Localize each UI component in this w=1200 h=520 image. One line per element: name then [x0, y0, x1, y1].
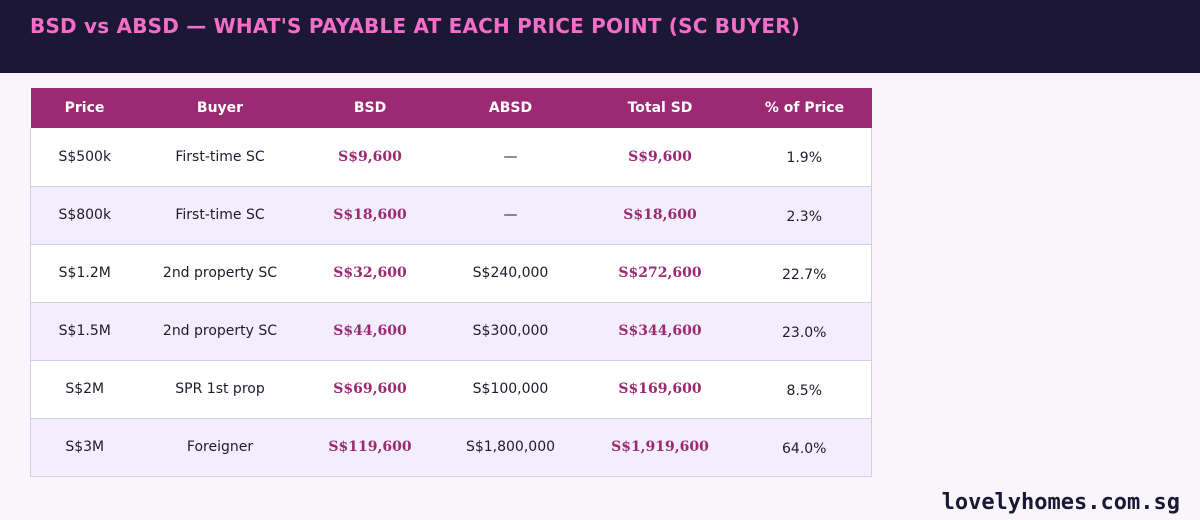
cell-percent-of-price: 64.0%	[737, 418, 872, 477]
cell-buyer: First-time SC	[138, 128, 302, 187]
cell-buyer: Foreigner	[138, 418, 302, 477]
cell-absd: S$1,800,000	[438, 418, 583, 477]
cell-total-sd: S$1,919,600	[582, 418, 738, 477]
cell-absd: S$300,000	[438, 302, 583, 361]
table-row: S$2M SPR 1st prop S$69,600 S$100,000 S$1…	[30, 360, 872, 419]
cell-buyer: SPR 1st prop	[138, 360, 302, 419]
cell-percent-of-price: 8.5%	[737, 360, 872, 419]
cell-price: S$2M	[30, 360, 139, 419]
cell-bsd: S$44,600	[301, 302, 439, 361]
cell-total-sd: S$9,600	[582, 128, 738, 187]
cell-price: S$1.5M	[30, 302, 139, 361]
cell-absd: S$240,000	[438, 244, 583, 303]
stamp-duty-table: Price Buyer BSD ABSD Total SD % of Price…	[30, 88, 872, 477]
table-row: S$500k First-time SC S$9,600 — S$9,600 1…	[30, 128, 872, 187]
page-title: BSD vs ABSD — WHAT'S PAYABLE AT EACH PRI…	[30, 14, 801, 38]
table-row: S$800k First-time SC S$18,600 — S$18,600…	[30, 186, 872, 245]
cell-price: S$1.2M	[30, 244, 139, 303]
cell-percent-of-price: 2.3%	[737, 186, 872, 245]
column-header-price: Price	[64, 100, 105, 116]
table-header-row: Price Buyer BSD ABSD Total SD % of Price	[30, 88, 872, 128]
cell-price: S$3M	[30, 418, 139, 477]
cell-percent-of-price: 1.9%	[737, 128, 872, 187]
cell-buyer: 2nd property SC	[138, 302, 302, 361]
column-header-percent-of-price: % of Price	[764, 100, 845, 116]
cell-percent-of-price: 22.7%	[737, 244, 872, 303]
cell-bsd: S$32,600	[301, 244, 439, 303]
cell-bsd: S$119,600	[301, 418, 439, 477]
cell-bsd: S$9,600	[301, 128, 439, 187]
cell-percent-of-price: 23.0%	[737, 302, 872, 361]
cell-total-sd: S$169,600	[582, 360, 738, 419]
cell-absd: —	[438, 186, 583, 245]
table-row: S$1.2M 2nd property SC S$32,600 S$240,00…	[30, 244, 872, 303]
cell-total-sd: S$272,600	[582, 244, 738, 303]
cell-price: S$500k	[30, 128, 139, 187]
cell-bsd: S$69,600	[301, 360, 439, 419]
cell-total-sd: S$18,600	[582, 186, 738, 245]
table-row: S$1.5M 2nd property SC S$44,600 S$300,00…	[30, 302, 872, 361]
column-header-absd: ABSD	[488, 100, 533, 116]
column-header-bsd: BSD	[353, 100, 387, 116]
cell-absd: —	[438, 128, 583, 187]
table-row: S$3M Foreigner S$119,600 S$1,800,000 S$1…	[30, 418, 872, 477]
cell-bsd: S$18,600	[301, 186, 439, 245]
column-header-buyer: Buyer	[196, 100, 244, 116]
stamp-duty-table-container: Price Buyer BSD ABSD Total SD % of Price…	[30, 88, 872, 477]
brand-wordmark: lovelyhomes.com.sg	[941, 490, 1180, 515]
cell-total-sd: S$344,600	[582, 302, 738, 361]
column-header-total-sd: Total SD	[627, 100, 693, 116]
cell-absd: S$100,000	[438, 360, 583, 419]
cell-price: S$800k	[30, 186, 139, 245]
cell-buyer: First-time SC	[138, 186, 302, 245]
cell-buyer: 2nd property SC	[138, 244, 302, 303]
header-band	[0, 0, 1200, 73]
